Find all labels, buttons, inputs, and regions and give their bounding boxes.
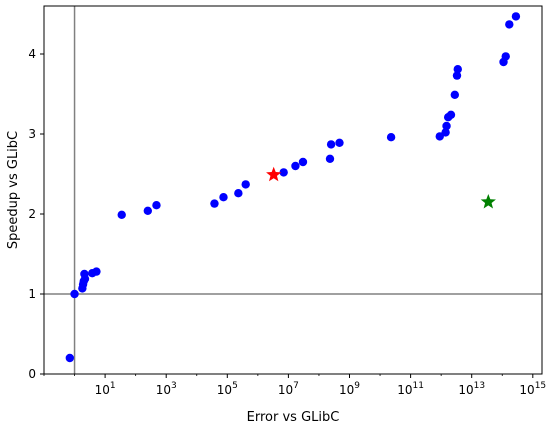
x-tick-label: 107 (278, 381, 299, 397)
y-axis: 0 1 2 3 4 (28, 47, 44, 381)
data-point (291, 161, 300, 171)
data-point (298, 157, 308, 167)
x-tick-label: 1015 (519, 381, 546, 397)
star-marker (480, 194, 496, 209)
reference-lines (44, 6, 542, 374)
data-point (441, 128, 450, 137)
data-point (117, 210, 126, 219)
y-tick-label: 3 (28, 127, 36, 141)
data-point (152, 201, 161, 210)
data-point (452, 71, 462, 80)
x-tick-label: 103 (156, 381, 177, 397)
data-points (65, 12, 521, 363)
data-point (501, 52, 510, 61)
data-point (279, 168, 288, 177)
data-point (442, 121, 451, 131)
x-tick-label: 105 (217, 381, 238, 397)
data-point (234, 189, 243, 198)
x-tick-label: 1011 (397, 381, 424, 397)
data-point (210, 199, 219, 208)
x-axis-label: Error vs GLibC (247, 410, 340, 425)
x-tick-label: 101 (95, 381, 116, 397)
y-tick-label: 1 (28, 287, 36, 301)
data-point (505, 20, 514, 29)
data-point (70, 289, 79, 299)
x-axis: 101 103 105 107 109 1011 1013 1015 (43, 374, 546, 397)
y-tick-label: 4 (28, 47, 36, 61)
data-point (143, 206, 153, 215)
data-point (219, 193, 228, 202)
data-point (335, 138, 344, 147)
data-point (326, 140, 336, 149)
data-point (435, 132, 444, 141)
data-point (65, 353, 75, 363)
y-tick-label: 0 (28, 367, 36, 381)
data-point (80, 269, 89, 279)
data-point (450, 90, 460, 100)
star-marker (266, 166, 282, 182)
data-point (241, 180, 250, 189)
data-point (325, 154, 335, 163)
x-tick-label: 1013 (458, 381, 485, 397)
x-tick-label: 109 (339, 381, 360, 397)
data-point (511, 12, 521, 21)
data-point (453, 65, 462, 74)
data-point (446, 110, 456, 120)
plot-frame (43, 5, 543, 375)
data-point (386, 133, 396, 142)
y-axis-label: Speedup vs GLibC (6, 131, 21, 249)
data-point (92, 267, 101, 276)
y-tick-label: 2 (28, 207, 36, 221)
